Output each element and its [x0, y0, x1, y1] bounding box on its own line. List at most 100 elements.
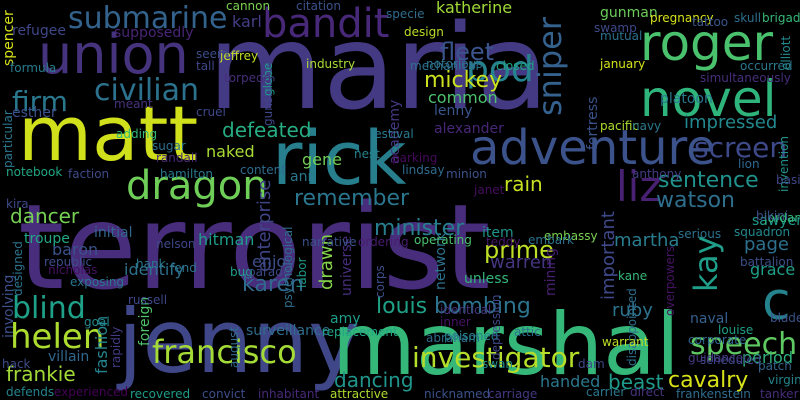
cloud-word: defeated: [222, 118, 312, 142]
cloud-word: warrant: [602, 335, 649, 349]
cloud-word: naval: [690, 311, 729, 327]
cloud-word: direct: [630, 385, 665, 399]
cloud-word: mutual: [600, 29, 643, 43]
cloud-word: jordan: [764, 211, 800, 225]
cloud-word: jenny: [118, 290, 361, 393]
cloud-word: experienced: [54, 385, 129, 399]
cloud-word: baron: [52, 240, 99, 259]
cloud-word: troupe: [24, 231, 70, 247]
cloud-word: tanker: [760, 387, 799, 400]
cloud-word: civilian: [94, 73, 199, 108]
cloud-word: bombing: [434, 294, 531, 319]
cloud-word: depression: [489, 294, 503, 360]
cloud-word: psychological: [281, 226, 295, 308]
cloud-word: dragon: [126, 163, 268, 209]
cloud-word: terrorist: [18, 178, 491, 316]
cloud-word: prime: [484, 236, 554, 264]
cloud-word: period: [742, 348, 793, 367]
cloud-word: kira: [6, 197, 29, 211]
cloud-word: pod: [466, 49, 534, 90]
cloud-word: kay: [687, 235, 725, 292]
cloud-word: gunman: [600, 5, 658, 21]
cloud-word: sentence: [658, 168, 759, 193]
cloud-word: closed: [496, 59, 535, 73]
cloud-word: watson: [656, 188, 735, 213]
cloud-word: page: [744, 234, 789, 255]
cloud-word: navy: [632, 119, 662, 133]
cloud-word: submarine: [68, 1, 228, 36]
cloud-word: skull: [734, 11, 762, 25]
cloud-word: louise: [718, 323, 754, 337]
cloud-word: blade: [770, 311, 800, 325]
cloud-word: remember: [294, 186, 410, 211]
cloud-word: marshal: [332, 295, 680, 395]
cloud-word: tall: [196, 59, 215, 73]
cloud-word: lenny: [434, 103, 473, 119]
cloud-word: designed: [11, 241, 25, 296]
cloud-word: grace: [750, 260, 796, 279]
cloud-word: cruel: [196, 105, 226, 119]
cloud-word: identical: [440, 303, 492, 317]
cloud-word: narrative: [302, 235, 357, 249]
cloud-word: common: [428, 88, 498, 107]
cloud-word: dam: [578, 357, 605, 371]
cloud-word: bug: [230, 265, 253, 279]
cloud-word: virgin: [768, 373, 800, 387]
cloud-word: january: [600, 57, 646, 71]
cloud-word: handed: [540, 372, 601, 391]
cloud-word: brigade: [762, 11, 800, 25]
cloud-word: overpowers: [663, 245, 677, 316]
cloud-word: hank: [136, 257, 166, 271]
cloud-word: dancing: [334, 368, 414, 392]
cloud-word: nest: [354, 147, 380, 161]
cloud-word: faction: [68, 167, 110, 181]
cloud-word: karl: [232, 12, 262, 31]
cloud-word: adventure: [470, 120, 716, 176]
cloud-word: mickey: [424, 68, 503, 93]
cloud-word: ordering: [358, 235, 409, 249]
cloud-word: novel: [640, 70, 777, 128]
cloud-word: notorious: [426, 57, 483, 71]
cloud-word: screen: [694, 131, 788, 164]
cloud-word: rick: [272, 116, 407, 202]
cloud-word: attractive: [330, 387, 389, 400]
cloud-word: attic: [514, 325, 541, 339]
cloud-word: refugee: [12, 23, 66, 39]
cloud-word: occurred: [740, 59, 793, 73]
cloud-word: parking: [392, 151, 438, 165]
cloud-word: frankenstein: [676, 387, 751, 400]
cloud-word: swamp: [594, 21, 637, 35]
cloud-word: fortress: [585, 96, 601, 150]
cloud-word: industry: [306, 57, 356, 71]
cloud-word: seem: [196, 47, 229, 61]
cloud-word: minion: [446, 167, 487, 181]
cloud-word: festival: [370, 127, 414, 141]
cloud-word: recovered: [130, 387, 191, 400]
cloud-word: nicknamed: [424, 387, 491, 400]
cloud-word: patch: [758, 359, 792, 373]
cloud-word: simultaneously: [700, 71, 791, 85]
cloud-word: specie: [386, 7, 425, 21]
cloud-word: spencer: [1, 10, 17, 66]
cloud-word: sugar: [152, 139, 186, 153]
cloud-word: pacific: [600, 119, 640, 133]
cloud-word: teddy: [486, 235, 521, 249]
cloud-word: embark: [528, 233, 574, 247]
cloud-word: hamilton: [160, 167, 213, 181]
cloud-word: rain: [504, 172, 543, 196]
cloud-word: frankie: [6, 362, 76, 386]
cloud-word: cannon: [226, 0, 271, 13]
cloud-word: union: [38, 23, 189, 86]
cloud-word: initial: [94, 225, 133, 241]
cloud-word: battalion: [740, 255, 794, 269]
cloud-word: dancer: [10, 204, 80, 228]
cloud-word: inhabitant: [258, 387, 320, 400]
cloud-word: notebook: [6, 165, 63, 179]
cloud-word: jeffrey: [220, 49, 259, 63]
cloud-word: enjoy: [252, 252, 296, 271]
cloud-word: formula: [10, 61, 57, 75]
cloud-word: c: [762, 272, 791, 332]
cloud-word: warren: [490, 252, 553, 273]
cloud-word: torpedo: [224, 71, 271, 85]
